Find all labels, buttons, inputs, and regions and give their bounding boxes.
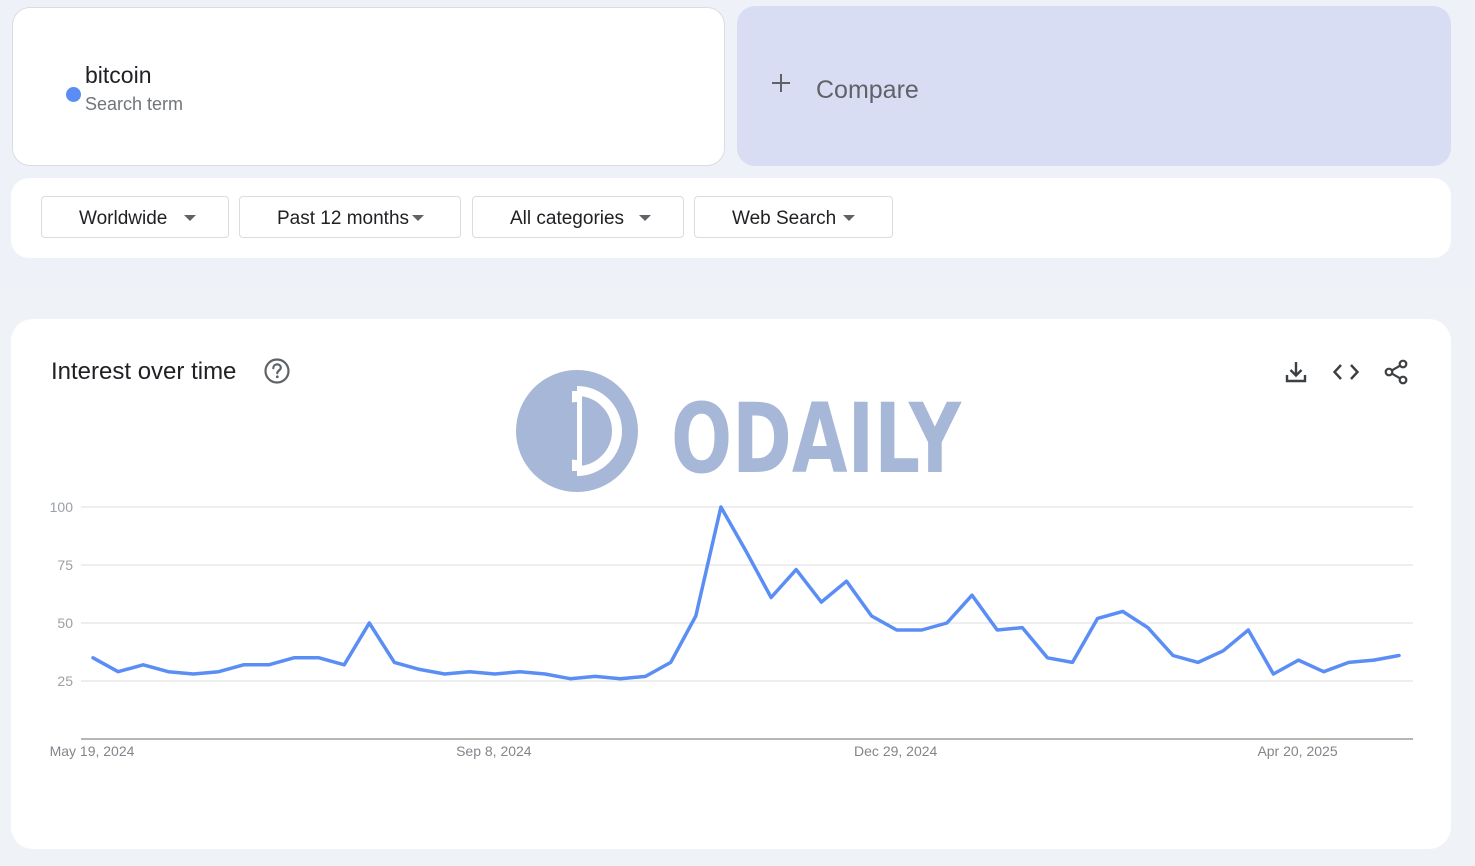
- y-tick-label: 100: [50, 499, 74, 515]
- interest-line-chart: 25 50 75 100 May 19, 2024 Sep 8, 2024 Dec 29, …: [50, 499, 1413, 759]
- filter-region-label: Worldwide: [79, 208, 168, 229]
- y-tick-label: 75: [57, 557, 73, 573]
- term-color-dot: [66, 87, 81, 102]
- share-icon[interactable]: [1383, 359, 1409, 390]
- download-icon[interactable]: [1283, 359, 1309, 390]
- y-tick-label: 25: [57, 673, 73, 689]
- x-tick-label: Sep 8, 2024: [456, 743, 532, 759]
- term-type: Search term: [85, 94, 184, 114]
- filter-category-dropdown[interactable]: All categories: [472, 196, 684, 238]
- help-icon[interactable]: [263, 357, 291, 390]
- chevron-down-icon: [184, 215, 196, 221]
- chevron-down-icon: [843, 215, 855, 221]
- compare-button[interactable]: Compare: [737, 6, 1451, 166]
- embed-icon[interactable]: [1332, 359, 1360, 390]
- filter-property-label: Web Search: [732, 208, 837, 229]
- plus-icon: [770, 70, 792, 100]
- filter-time-dropdown[interactable]: Past 12 months: [239, 196, 461, 238]
- chart-title: Interest over time: [51, 358, 237, 385]
- interest-over-time-card: Interest over time: [11, 319, 1451, 849]
- x-tick-label: Apr 20, 2025: [1257, 743, 1337, 759]
- filter-region-dropdown[interactable]: Worldwide: [41, 196, 229, 238]
- y-tick-label: 50: [57, 615, 73, 631]
- filter-property-dropdown[interactable]: Web Search: [694, 196, 893, 238]
- chevron-down-icon: [412, 215, 424, 221]
- filter-time-label: Past 12 months: [277, 208, 410, 229]
- filter-bar: Worldwide Past 12 months All categories …: [11, 178, 1451, 258]
- series-line-bitcoin: [91, 505, 1401, 681]
- x-tick-label: May 19, 2024: [50, 743, 135, 759]
- compare-label: Compare: [816, 76, 919, 104]
- watermark-logo: ODAILY: [516, 369, 966, 499]
- watermark-text: ODAILY: [671, 383, 962, 494]
- x-tick-label: Dec 29, 2024: [854, 743, 937, 759]
- search-term-card[interactable]: bitcoin Search term: [12, 7, 725, 166]
- chevron-down-icon: [639, 215, 651, 221]
- term-name: bitcoin: [85, 62, 152, 88]
- filter-category-label: All categories: [510, 208, 625, 229]
